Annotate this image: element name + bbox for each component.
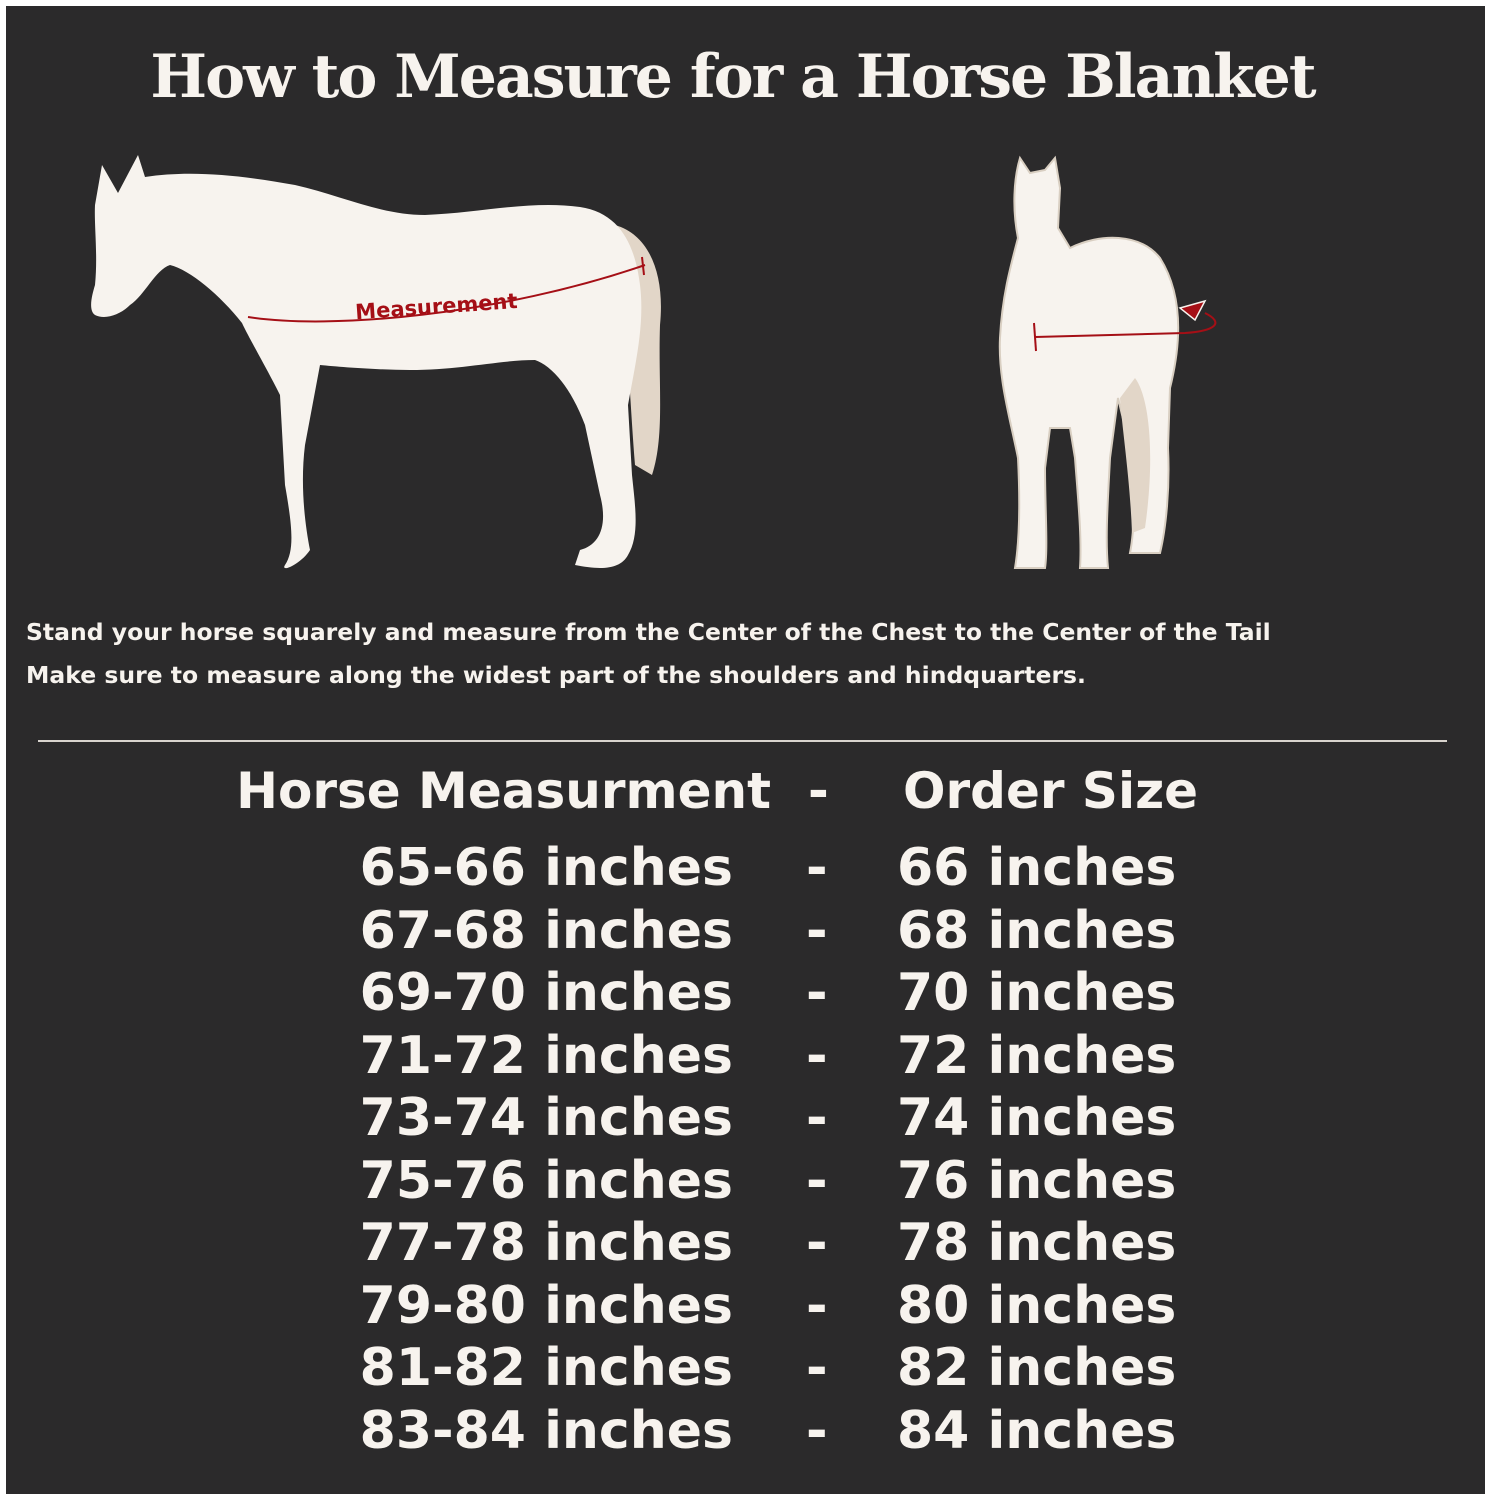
size-cell: 80 inches <box>897 1275 1177 1336</box>
header-separator: - <box>808 762 829 820</box>
measurement-cell: 83-84 inches <box>359 1400 733 1461</box>
table-row: 67-68 inches - 68 inches <box>0 901 1491 963</box>
measurement-line <box>247 264 646 323</box>
measurement-cell: 67-68 inches <box>359 900 733 961</box>
size-cell: 82 inches <box>897 1338 1177 1398</box>
table-row: 69-70 inches - 70 inches <box>0 963 1491 1025</box>
size-cell: 68 inches <box>897 900 1177 961</box>
header-size: Order Size <box>903 762 1199 820</box>
table-row: 79-80 inches - 80 inches <box>0 1276 1491 1338</box>
size-cell: 74 inches <box>897 1088 1177 1148</box>
front-horse-body-shape <box>998 155 1180 569</box>
table-row: 65-66 inches - 66 inches <box>0 838 1491 900</box>
table-row: 81-82 inches - 82 inches <box>0 1338 1491 1400</box>
separator-cell: - <box>806 963 828 1023</box>
measurement-end-mark <box>641 256 645 276</box>
header-measurement: Horse Measurment <box>236 762 771 820</box>
measurement-cell: 81-82 inches <box>359 1338 733 1398</box>
measurement-cell: 75-76 inches <box>359 1150 733 1211</box>
measurement-cell: 73-74 inches <box>359 1088 733 1148</box>
front-horse-illustration <box>998 155 1217 569</box>
measurement-cell: 65-66 inches <box>359 838 733 898</box>
separator-cell: - <box>806 1400 828 1461</box>
divider <box>38 740 1447 742</box>
size-cell: 76 inches <box>897 1150 1177 1211</box>
separator-cell: - <box>806 838 828 898</box>
page-title: How to Measure for a Horse Blanket <box>150 42 1316 112</box>
separator-cell: - <box>806 900 828 961</box>
measurement-cell: 71-72 inches <box>359 1025 733 1086</box>
size-cell: 72 inches <box>897 1025 1177 1086</box>
front-tail-shape <box>1120 378 1151 533</box>
separator-cell: - <box>806 1338 828 1398</box>
measurement-cell: 69-70 inches <box>359 963 733 1023</box>
side-horse-illustration: Measurement <box>91 155 661 569</box>
separator-cell: - <box>806 1025 828 1086</box>
horse-body-shape <box>91 155 642 569</box>
girth-line <box>1034 312 1217 338</box>
separator-cell: - <box>806 1150 828 1211</box>
instruction-line-1: Stand your horse squarely and measure fr… <box>26 618 1271 646</box>
size-cell: 70 inches <box>897 963 1177 1023</box>
measurement-cell: 79-80 inches <box>359 1275 733 1336</box>
table-row: 77-78 inches - 78 inches <box>0 1213 1491 1275</box>
table-row: 75-76 inches - 76 inches <box>0 1151 1491 1213</box>
table-row: 71-72 inches - 72 inches <box>0 1026 1491 1088</box>
instruction-line-2: Make sure to measure along the widest pa… <box>26 661 1086 689</box>
arrow-head-icon <box>1178 299 1207 322</box>
size-cell: 78 inches <box>897 1213 1177 1273</box>
separator-cell: - <box>806 1275 828 1336</box>
separator-cell: - <box>806 1213 828 1273</box>
table-header: Horse Measurment - Order Size <box>0 762 1491 824</box>
size-cell: 84 inches <box>897 1400 1177 1461</box>
table-row: 83-84 inches - 84 inches <box>0 1401 1491 1463</box>
size-cell: 66 inches <box>897 838 1177 898</box>
table-row: 73-74 inches - 74 inches <box>0 1088 1491 1150</box>
separator-cell: - <box>806 1088 828 1148</box>
measurement-cell: 77-78 inches <box>359 1213 733 1273</box>
